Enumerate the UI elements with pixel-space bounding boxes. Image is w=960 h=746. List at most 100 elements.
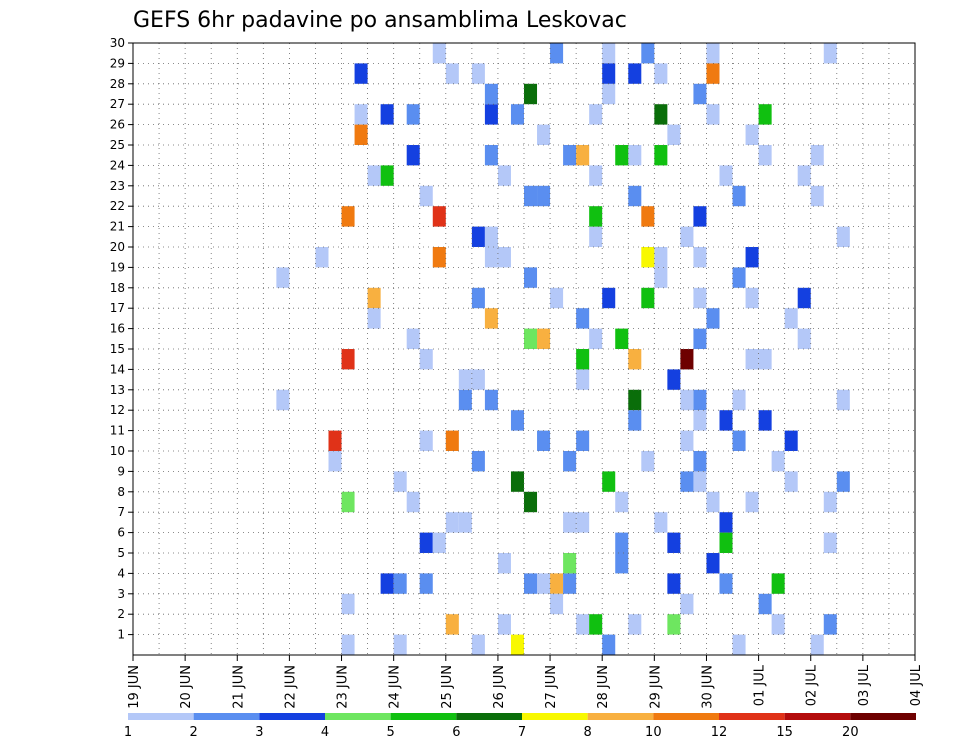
precip-cell [706,491,720,513]
precip-cell [758,349,772,370]
precip-cell [654,104,668,125]
y-tick-label: 8 [117,485,125,499]
precip-cell [471,63,485,84]
precip-cell [628,349,642,370]
precip-cell [419,185,433,207]
precip-cell [537,185,551,207]
precip-cell [484,308,498,329]
y-tick-label: 25 [110,138,125,152]
precip-cell [576,512,590,533]
precip-cell [797,328,811,349]
colorbar-swatch [653,713,719,720]
precip-cell [797,287,811,309]
precip-cell [445,512,459,533]
x-tick-label: 30 JUN [700,665,715,709]
precip-cell [641,287,655,309]
y-tick-label: 16 [110,322,125,336]
precip-cell [654,512,668,533]
precip-cell [654,247,668,268]
precip-cell [328,451,342,472]
colorbar-swatch [325,713,391,720]
precip-cell [732,185,746,207]
precip-cell [432,532,446,553]
precip-cell [745,124,759,145]
precip-cell [537,430,551,451]
precip-cell [680,471,694,492]
x-tick-label: 29 JUN [648,665,663,709]
precip-cell [771,451,785,472]
precip-cell [667,614,681,635]
precip-cell [732,430,746,451]
precip-cell [693,83,707,105]
precip-cell [524,83,538,105]
precip-cell [406,491,420,513]
precip-cell [680,389,694,411]
precip-cell [393,634,407,655]
precip-cell [406,104,420,125]
y-tick-label: 20 [110,240,125,254]
x-tick-label: 24 JUN [388,665,403,709]
precip-cell [497,614,511,635]
precip-cell [471,226,485,247]
precip-cell [784,471,798,492]
precip-cell [341,634,355,655]
precip-cell [510,104,524,125]
y-tick-label: 6 [117,526,125,540]
precip-cell [458,369,472,390]
precip-cell [563,573,577,594]
colorbar-swatch [390,713,457,720]
precip-cell [758,145,772,166]
colorbar-swatch [587,713,654,720]
precip-cell [615,328,629,349]
precip-cell [615,532,629,553]
y-tick-label: 13 [110,383,125,397]
precip-cell [823,614,837,635]
precip-cell [758,104,772,125]
precip-cell [576,349,590,370]
precip-cell [706,63,720,84]
colorbar-label: 2 [190,725,198,740]
y-tick-label: 4 [117,566,125,580]
precip-cell [628,63,642,84]
colorbar-swatch [128,713,194,720]
precip-cell [406,145,420,166]
y-tick-label: 5 [117,546,125,560]
precip-cell [589,328,603,349]
y-tick-label: 11 [110,424,125,438]
precip-cell [732,267,746,288]
precip-cell [341,349,355,370]
precip-cell [484,226,498,247]
precip-cell [576,308,590,329]
precip-cell [654,267,668,288]
precip-cell [563,145,577,166]
precip-cell [693,451,707,472]
precip-cell [810,185,824,207]
precip-cell [380,104,394,125]
precip-cell [550,593,564,615]
precip-cell [550,573,564,594]
y-tick-label: 1 [117,628,125,642]
precip-cell [680,430,694,451]
precip-cell [550,287,564,309]
y-tick-label: 26 [110,118,125,132]
x-tick-label: 04 JUL [909,664,924,706]
precip-cell [354,124,368,145]
precip-cell [393,573,407,594]
colorbar-swatch [719,713,785,720]
y-tick-label: 12 [110,403,125,417]
precip-cell [693,471,707,492]
precip-cell [732,389,746,411]
y-tick-label: 22 [110,199,125,213]
colorbar-label: 8 [584,725,592,740]
colorbar-swatch [784,713,851,720]
precip-cell [628,614,642,635]
precip-cell [745,349,759,370]
precip-cell [693,410,707,431]
precip-cell [602,63,616,84]
precip-cell [693,247,707,268]
y-tick-label: 14 [110,362,125,376]
precip-cell [706,308,720,329]
precip-cell [419,532,433,553]
y-tick-label: 18 [110,281,125,295]
